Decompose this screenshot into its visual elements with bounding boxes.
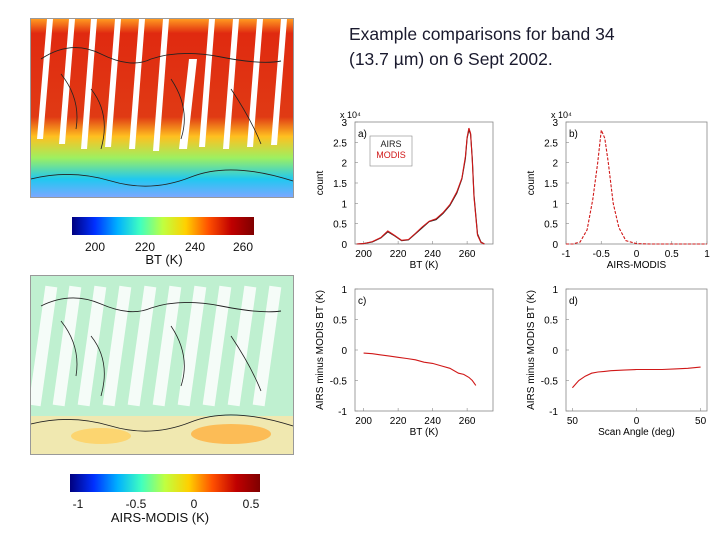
- chart-legend-entry: MODIS: [376, 150, 406, 160]
- chart-x-axis-label: BT (K): [410, 260, 439, 271]
- bt-colorbar-tick: 240: [184, 240, 206, 254]
- chart-x-tick-label: -1: [562, 249, 571, 260]
- chart-2-series-0-line: [363, 352, 477, 386]
- chart-x-axis-label: AIRS-MODIS: [607, 260, 667, 271]
- chart-y-tick-label: 1: [552, 285, 558, 296]
- chart-x-axis-label: BT (K): [410, 427, 439, 438]
- chart-y-axis-label: AIRS minus MODIS BT (K): [315, 290, 326, 410]
- chart-1-series-0-line: [566, 127, 707, 245]
- chart-y-tick-label: 2.5: [333, 138, 347, 149]
- bt-map-graphic: [31, 19, 293, 197]
- chart-y-tick-label: 2: [341, 159, 347, 170]
- chart-panel-label: c): [358, 296, 366, 307]
- bt-colorbar-tick: 260: [232, 240, 254, 254]
- chart-x-tick-label: 220: [390, 249, 407, 260]
- difference-map-graphic: [31, 276, 293, 454]
- chart-x-tick-label: 1: [704, 249, 710, 260]
- chart-x-tick-label: 220: [390, 416, 407, 427]
- bt-colorbar-tick: 220: [134, 240, 156, 254]
- chart-x-tick-label: 260: [459, 416, 476, 427]
- slide-title: Example comparisons for band 34 (13.7 µm…: [349, 22, 689, 72]
- bt-colorbar: [72, 217, 254, 235]
- chart-y-tick-label: 0: [552, 346, 558, 357]
- chart-y-tick-label: 1.5: [333, 179, 347, 190]
- chart-y-tick-label: 0: [341, 346, 347, 357]
- difference-map-image: [30, 275, 294, 455]
- chart-y-tick-label: 1.5: [544, 179, 558, 190]
- chart-legend-box: [369, 135, 413, 167]
- chart-y-tick-label: 1: [341, 285, 347, 296]
- chart-y-tick-label: 0.5: [544, 316, 558, 327]
- difference-colorbar-tick: -1: [72, 497, 84, 511]
- chart-1-frame: [565, 121, 708, 245]
- chart-y-tick-label: -0.5: [541, 377, 559, 388]
- chart-y-axis-label: count: [315, 171, 326, 196]
- bt-colorbar-tick: 200: [84, 240, 106, 254]
- chart-y-tick-label: 2.5: [544, 138, 558, 149]
- chart-y-tick-label: 2: [552, 159, 558, 170]
- chart-x-tick-label: -0.5: [593, 249, 611, 260]
- chart-y-tick-label: 1: [552, 199, 558, 210]
- bt-map-image: [30, 18, 294, 198]
- chart-x-tick-label: 0.5: [665, 249, 679, 260]
- chart-y-axis-label: AIRS minus MODIS BT (K): [526, 290, 537, 410]
- chart-x-tick-label: 0: [634, 249, 640, 260]
- chart-0-series-1-line: [356, 127, 485, 245]
- slide-title-line1: Example comparisons for band 34: [349, 24, 615, 44]
- chart-x-axis-label: Scan Angle (deg): [598, 427, 675, 438]
- difference-colorbar: [70, 474, 260, 492]
- chart-y-tick-label: 0.5: [333, 316, 347, 327]
- chart-y-exponent-label: x 10⁴: [551, 110, 572, 120]
- chart-y-tick-label: 3: [341, 118, 347, 129]
- difference-colorbar-tick: -0.5: [125, 497, 147, 511]
- difference-colorbar-tick: 0: [190, 497, 198, 511]
- bt-colorbar-label: BT (K): [145, 252, 183, 267]
- chart-2-frame: [354, 288, 494, 412]
- slide-title-line2: (13.7 µm) on 6 Sept 2002.: [349, 49, 553, 69]
- chart-y-tick-label: -0.5: [330, 377, 348, 388]
- chart-3-series-0-line: [571, 366, 701, 389]
- chart-x-tick-label: 260: [459, 249, 476, 260]
- difference-colorbar-tick: 0.5: [242, 497, 260, 511]
- chart-3-frame: [565, 288, 708, 412]
- chart-legend-entry: AIRS: [380, 139, 401, 149]
- chart-y-tick-label: 1: [341, 199, 347, 210]
- chart-y-tick-label: -1: [338, 407, 347, 418]
- chart-x-tick-label: 240: [424, 249, 441, 260]
- chart-y-tick-label: 0: [552, 240, 558, 251]
- chart-x-tick-label: 0: [634, 416, 640, 427]
- chart-panel-label: a): [358, 129, 367, 140]
- chart-x-tick-label: 200: [355, 416, 372, 427]
- chart-panel-label: b): [569, 129, 578, 140]
- chart-y-tick-label: -1: [549, 407, 558, 418]
- chart-x-tick-label: 200: [355, 249, 372, 260]
- chart-x-tick-label: 50: [567, 416, 579, 427]
- chart-x-tick-label: 240: [424, 416, 441, 427]
- chart-panel-label: d): [569, 296, 578, 307]
- chart-y-tick-label: 0: [341, 240, 347, 251]
- chart-y-tick-label: 3: [552, 118, 558, 129]
- chart-y-tick-label: 0.5: [544, 220, 558, 231]
- chart-y-axis-label: count: [526, 171, 537, 196]
- chart-y-exponent-label: x 10⁴: [340, 110, 361, 120]
- chart-y-tick-label: 0.5: [333, 220, 347, 231]
- difference-colorbar-label: AIRS-MODIS (K): [110, 510, 210, 525]
- chart-x-tick-label: 50: [695, 416, 707, 427]
